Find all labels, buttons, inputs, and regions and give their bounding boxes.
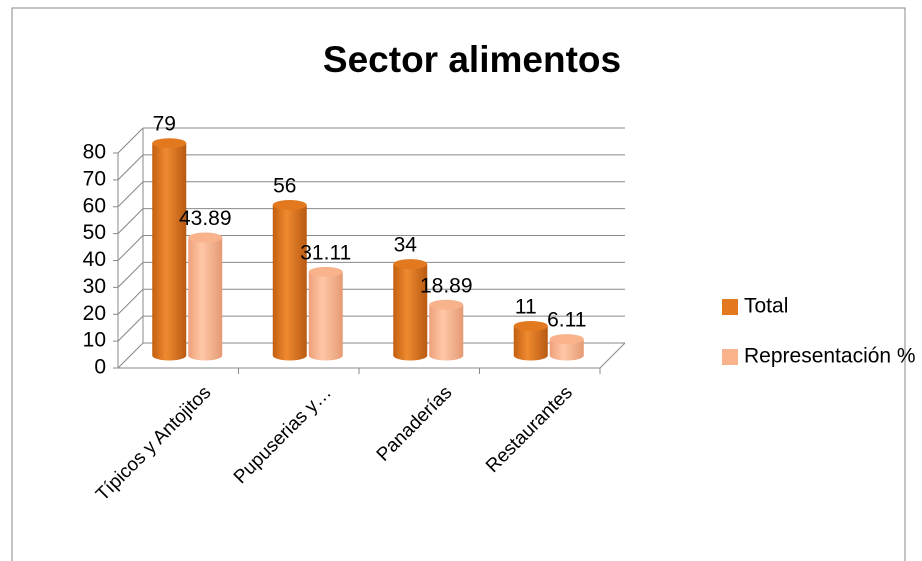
grid-line <box>117 235 144 261</box>
data-label: 79 <box>153 113 176 136</box>
y-tick-label: 40 <box>83 248 106 271</box>
y-tick-label: 30 <box>83 275 106 298</box>
bar-group <box>188 232 223 361</box>
x-tick-label: Pupuserias y… <box>230 382 336 488</box>
data-label: 31.11 <box>300 241 351 264</box>
bar-cap <box>152 138 187 149</box>
y-tick-label: 0 <box>94 356 106 379</box>
data-label: 34 <box>394 234 418 257</box>
grid-line <box>117 288 144 315</box>
bar-group <box>393 259 428 361</box>
grid-line <box>117 127 144 154</box>
y-tick-label: 20 <box>83 302 106 325</box>
floor-edge <box>599 342 626 369</box>
bar-group <box>152 138 187 361</box>
legend-label: Total <box>744 295 788 318</box>
bar-cap <box>308 266 343 277</box>
bar-cap <box>549 334 584 345</box>
legend-swatch <box>722 349 738 365</box>
y-tick-label: 60 <box>83 194 106 217</box>
bar-group <box>513 320 548 361</box>
legend-label: Representación % <box>744 345 916 368</box>
y-tick-label: 70 <box>83 167 106 190</box>
grid-line <box>117 342 144 369</box>
chart-border <box>11 7 906 561</box>
bar <box>393 264 428 356</box>
bar-cap <box>513 320 548 331</box>
bar-cap <box>393 259 428 270</box>
grid-line <box>117 154 144 181</box>
bar-cap <box>429 299 464 310</box>
bar-group <box>429 299 464 361</box>
bar <box>429 304 464 356</box>
data-label: 56 <box>273 175 296 198</box>
x-tick-label: Panaderías <box>373 382 457 466</box>
data-label: 18.89 <box>420 274 473 297</box>
data-label: 43.89 <box>179 207 232 230</box>
bar-cap <box>188 232 223 243</box>
x-tick-label: Restaurantes <box>482 382 577 477</box>
bar <box>188 237 223 356</box>
chart-title: Sector alimentos <box>323 39 621 80</box>
bar <box>152 143 187 356</box>
grid-line <box>117 208 144 234</box>
y-tick-label: 10 <box>83 329 106 352</box>
y-tick-label: 50 <box>83 221 106 244</box>
bar <box>308 271 343 356</box>
y-tick-label: 80 <box>83 141 106 164</box>
bar <box>272 205 307 356</box>
grid-line <box>117 262 144 288</box>
bar-group <box>308 266 343 361</box>
bar-group <box>272 200 307 361</box>
legend-swatch <box>722 299 738 315</box>
grid-line <box>117 181 144 208</box>
bar-cap <box>272 200 307 210</box>
x-tick-label: Típicos y Antojitos <box>92 382 215 505</box>
data-label: 6.11 <box>547 309 586 332</box>
bar-group <box>549 334 584 361</box>
data-label: 11 <box>515 295 537 318</box>
grid-line <box>117 315 144 342</box>
